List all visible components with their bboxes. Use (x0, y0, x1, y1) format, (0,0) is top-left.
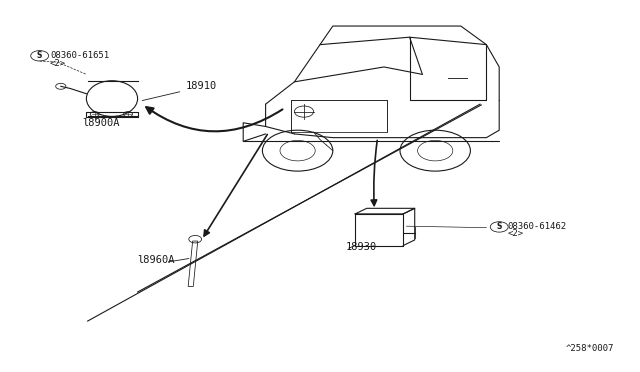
Text: 08360-61651: 08360-61651 (50, 51, 109, 60)
Text: S: S (497, 222, 502, 231)
FancyArrowPatch shape (146, 107, 282, 131)
Text: 18930: 18930 (346, 242, 377, 252)
Text: ^258*0007: ^258*0007 (566, 344, 614, 353)
Text: <2>: <2> (508, 229, 524, 238)
Text: <2>: <2> (50, 59, 66, 68)
Text: 08360-61462: 08360-61462 (508, 222, 566, 231)
Text: l8960A: l8960A (138, 255, 175, 265)
Text: S: S (37, 51, 42, 60)
Text: l8900A: l8900A (82, 118, 120, 128)
Text: 18910: 18910 (186, 81, 217, 91)
